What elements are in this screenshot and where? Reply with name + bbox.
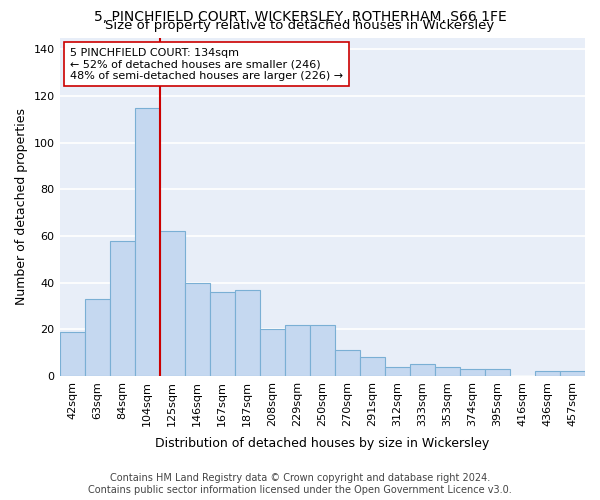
Text: 5, PINCHFIELD COURT, WICKERSLEY, ROTHERHAM, S66 1FE: 5, PINCHFIELD COURT, WICKERSLEY, ROTHERH… <box>94 10 506 24</box>
Text: 5 PINCHFIELD COURT: 134sqm
← 52% of detached houses are smaller (246)
48% of sem: 5 PINCHFIELD COURT: 134sqm ← 52% of deta… <box>70 48 343 81</box>
Text: Contains HM Land Registry data © Crown copyright and database right 2024.
Contai: Contains HM Land Registry data © Crown c… <box>88 474 512 495</box>
Bar <box>385 366 410 376</box>
Bar <box>335 350 360 376</box>
Bar <box>134 108 160 376</box>
Bar <box>160 231 185 376</box>
Bar <box>485 369 510 376</box>
X-axis label: Distribution of detached houses by size in Wickersley: Distribution of detached houses by size … <box>155 437 490 450</box>
Bar <box>435 366 460 376</box>
Bar <box>410 364 435 376</box>
Bar <box>260 329 285 376</box>
Text: Size of property relative to detached houses in Wickersley: Size of property relative to detached ho… <box>106 18 494 32</box>
Bar <box>310 324 335 376</box>
Bar <box>360 357 385 376</box>
Bar <box>185 282 209 376</box>
Y-axis label: Number of detached properties: Number of detached properties <box>15 108 28 305</box>
Bar <box>535 371 560 376</box>
Bar <box>235 290 260 376</box>
Bar <box>209 292 235 376</box>
Bar <box>460 369 485 376</box>
Bar <box>560 371 585 376</box>
Bar <box>85 299 110 376</box>
Bar <box>110 240 134 376</box>
Bar <box>285 324 310 376</box>
Bar <box>59 332 85 376</box>
